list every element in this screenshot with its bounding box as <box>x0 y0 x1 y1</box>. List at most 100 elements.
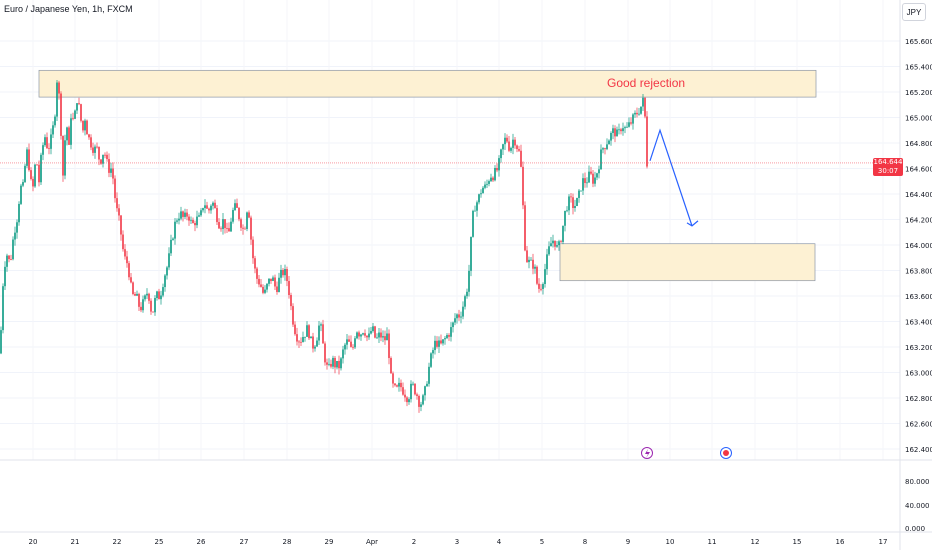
candle-body <box>284 269 286 276</box>
projection-arrow <box>649 128 693 227</box>
candle-body <box>250 217 252 240</box>
candle-body <box>258 278 260 285</box>
candle-body <box>628 122 630 127</box>
candle-body <box>460 316 462 318</box>
candle-body <box>604 148 606 150</box>
candle-body <box>302 337 304 343</box>
candles-layer <box>0 80 648 413</box>
arrow-head-icon <box>686 220 699 227</box>
candle-body <box>400 382 402 388</box>
candle-body <box>274 277 276 287</box>
candle-body <box>76 103 78 111</box>
candle-body <box>356 332 358 339</box>
candle-body <box>574 205 576 208</box>
zones-layer <box>38 69 817 282</box>
candle-body <box>28 149 30 171</box>
candle-body <box>504 137 506 145</box>
candle-body <box>266 283 268 290</box>
candle-body <box>84 120 86 131</box>
candle-body <box>470 236 472 271</box>
candle-body <box>522 166 524 206</box>
candle-body <box>348 339 350 342</box>
annotation-good-rejection: Good rejection <box>607 76 685 90</box>
candle-body <box>62 135 64 176</box>
candle-body <box>96 146 98 148</box>
candle-body <box>550 243 552 247</box>
candle-body <box>448 335 450 337</box>
candle-body <box>158 291 160 300</box>
event-dot-icon[interactable] <box>720 447 732 459</box>
candle-body <box>294 324 296 335</box>
candle-body <box>510 147 512 151</box>
currency-selector[interactable]: JPY <box>902 3 926 21</box>
candle-body <box>486 183 488 185</box>
candle-body <box>406 397 408 403</box>
candle-body <box>402 387 404 395</box>
y-tick-label: 163.400 <box>905 319 932 327</box>
candle-body <box>576 197 578 206</box>
candle-body <box>438 340 440 347</box>
resistance-zone <box>38 69 817 98</box>
candle-body <box>412 383 414 385</box>
candle-body <box>594 177 596 184</box>
candle-body <box>554 240 556 247</box>
y-tick-label: 165.400 <box>905 64 932 72</box>
candle-body <box>580 190 582 192</box>
candle-body <box>46 137 48 149</box>
candle-body <box>390 358 392 374</box>
candle-body <box>156 291 158 299</box>
candle-body <box>26 149 28 166</box>
candle-body <box>462 306 464 317</box>
candle-body <box>170 239 172 254</box>
candle-body <box>70 118 72 145</box>
candle-body <box>74 110 76 119</box>
lightning-icon[interactable] <box>641 447 653 459</box>
candle-body <box>208 208 210 211</box>
candle-body <box>272 277 274 281</box>
candle-body <box>492 177 494 181</box>
candle-body <box>640 106 642 114</box>
y-tick-label: 165.000 <box>905 115 932 123</box>
candle-body <box>626 126 628 128</box>
candle-body <box>252 239 254 259</box>
x-tick-label: 10 <box>666 538 675 546</box>
candle-body <box>378 332 380 338</box>
candle-body <box>608 140 610 145</box>
candle-body <box>430 353 432 367</box>
candle-body <box>256 268 258 279</box>
candle-body <box>488 181 490 184</box>
x-tick-label: 21 <box>71 538 80 546</box>
candle-body <box>638 113 640 115</box>
candle-body <box>320 324 322 326</box>
candle-body <box>160 295 162 300</box>
candle-body <box>450 327 452 337</box>
candle-body <box>100 159 102 164</box>
candle-body <box>194 223 196 226</box>
x-tick-label: 5 <box>540 538 544 546</box>
x-tick-label: Apr <box>366 538 378 546</box>
candle-body <box>310 336 312 339</box>
candle-body <box>126 256 128 264</box>
candle-body <box>34 164 36 187</box>
candle-body <box>432 350 434 354</box>
candle-body <box>242 227 244 229</box>
candle-body <box>418 395 420 407</box>
candle-body <box>540 288 542 290</box>
candle-body <box>404 394 406 398</box>
candle-body <box>392 373 394 384</box>
candle-body <box>134 293 136 296</box>
candle-body <box>436 340 438 347</box>
candle-body <box>30 170 32 179</box>
candle-body <box>238 207 240 220</box>
candle-body <box>60 93 62 136</box>
candle-body <box>484 184 486 188</box>
candle-body <box>546 254 548 270</box>
x-tick-label: 3 <box>455 538 459 546</box>
candle-body <box>16 222 18 233</box>
candle-body <box>36 164 38 166</box>
chart-title: Euro / Japanese Yen, 1h, FXCM <box>4 4 133 14</box>
candle-body <box>384 336 386 341</box>
candle-body <box>316 340 318 347</box>
